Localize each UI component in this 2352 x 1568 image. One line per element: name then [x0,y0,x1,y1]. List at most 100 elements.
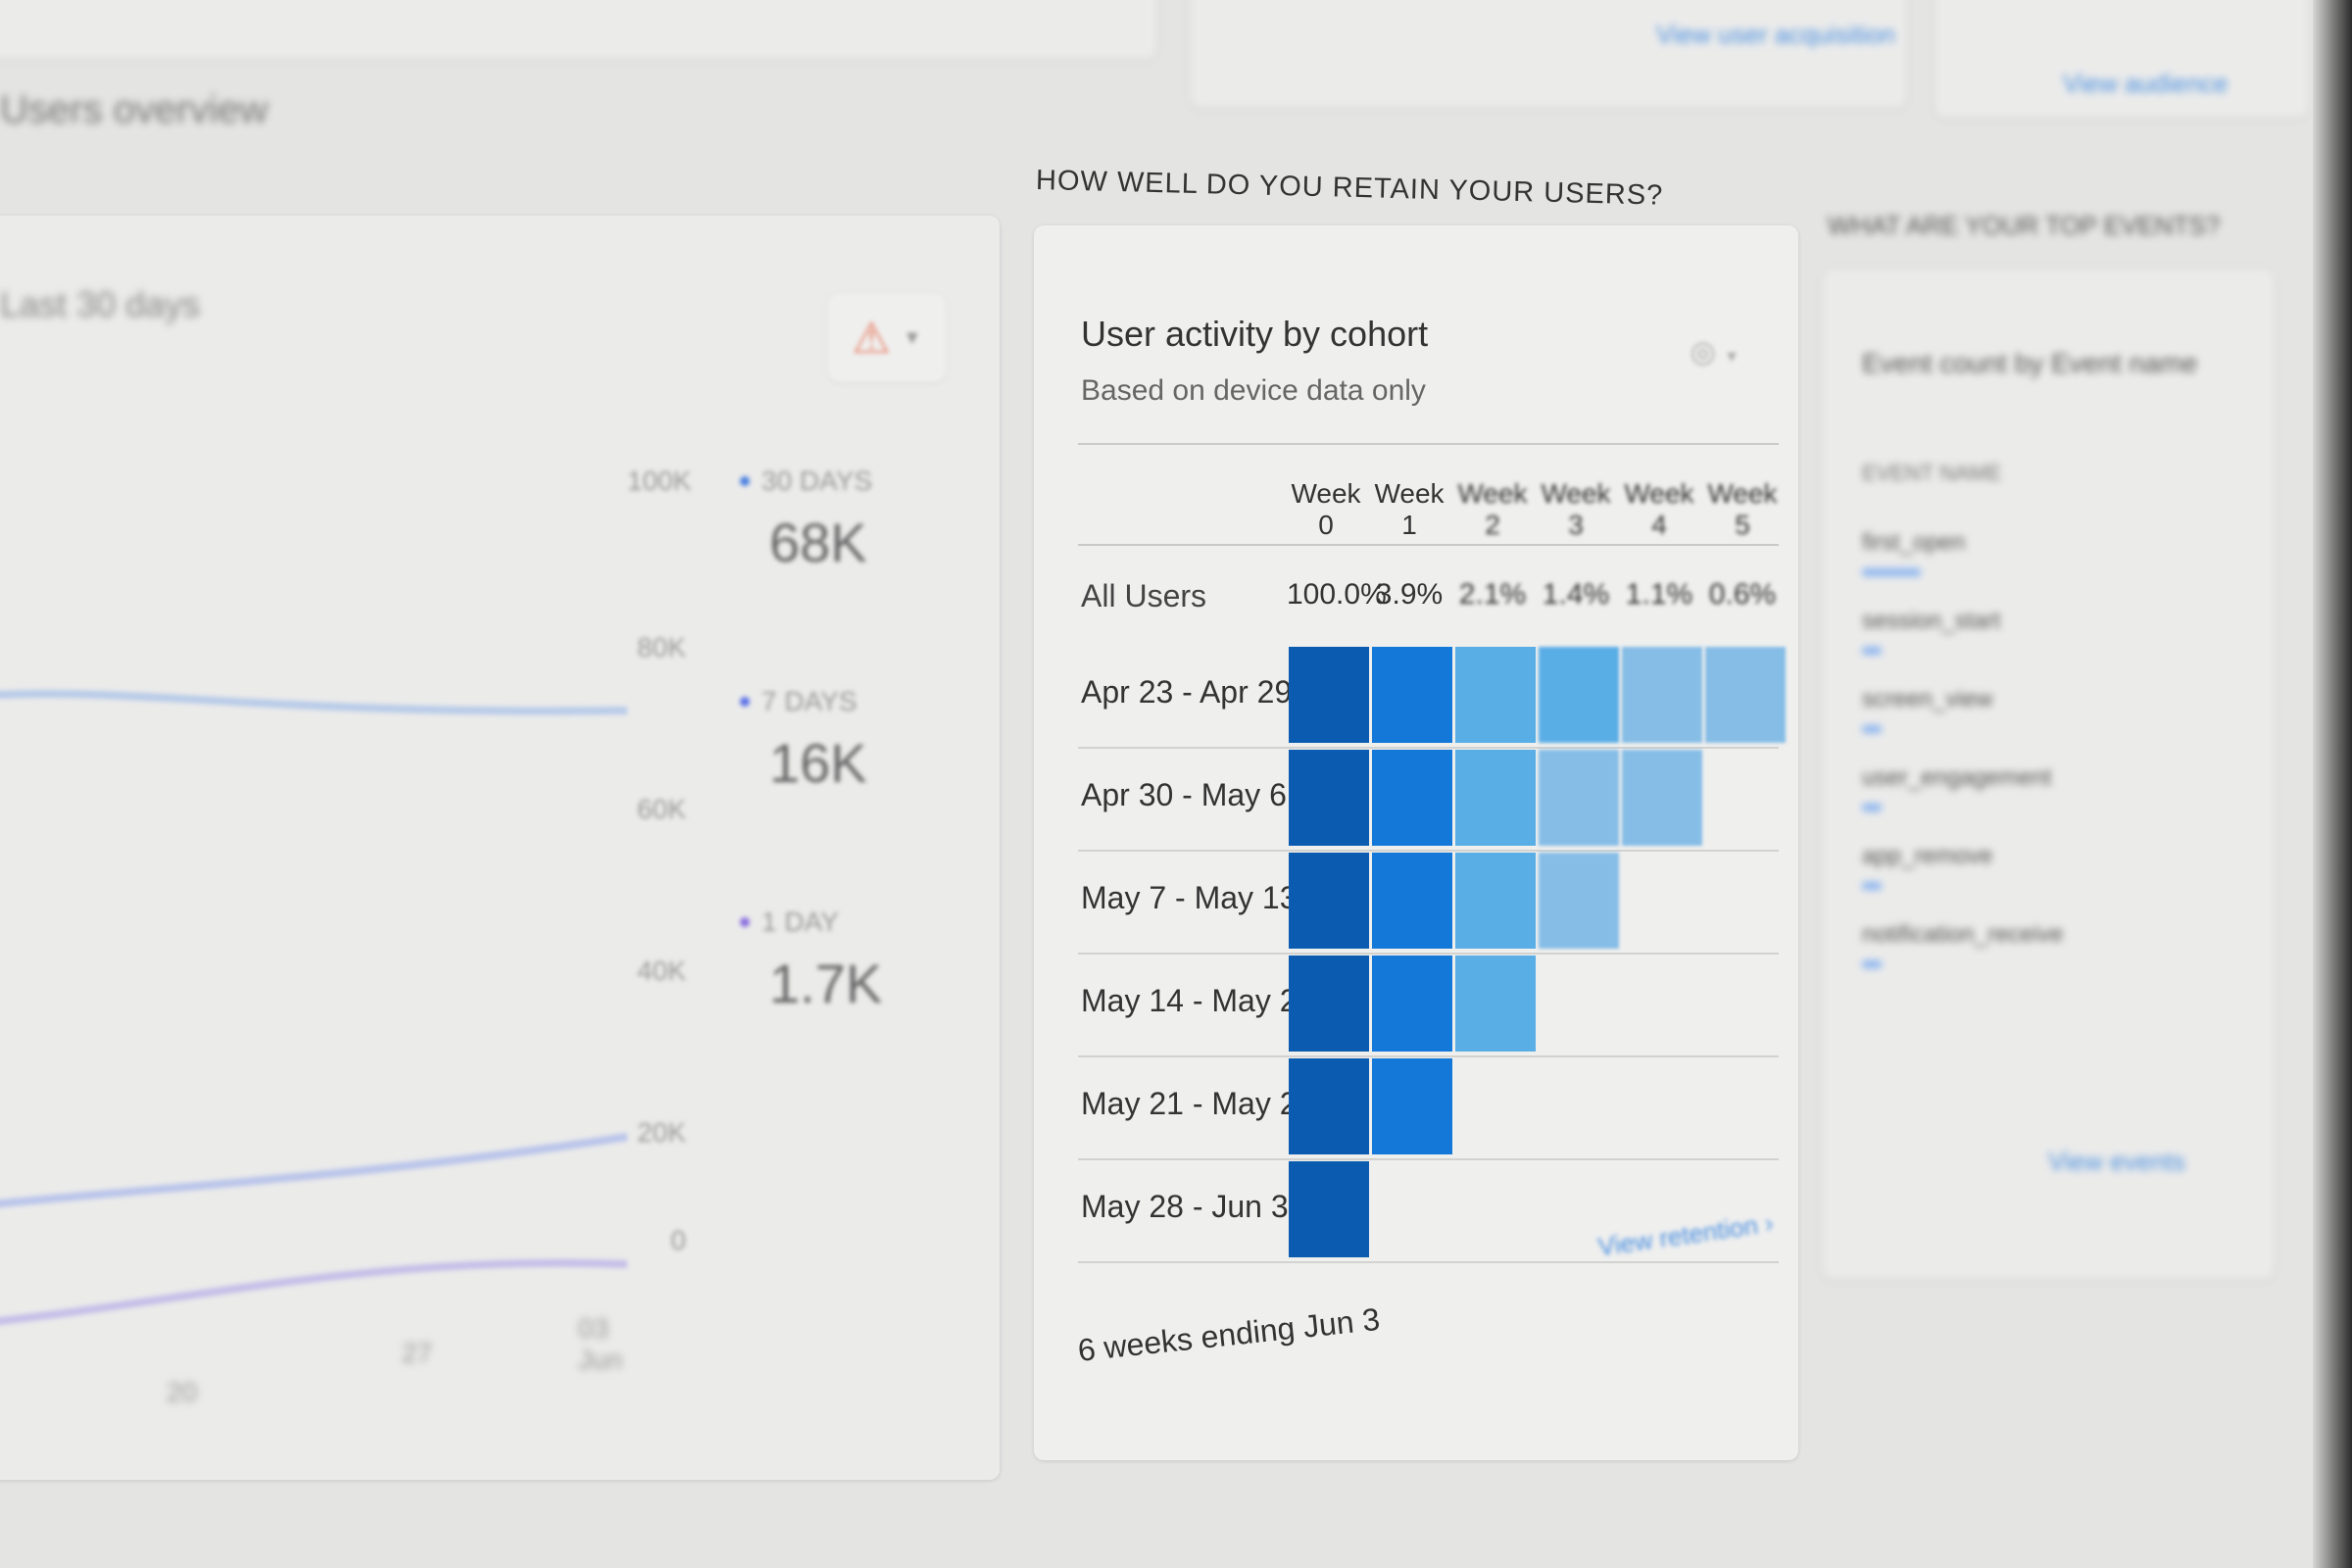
heatmap-cell[interactable] [1455,750,1536,846]
all-users-value: 2.1% [1458,578,1527,611]
heatmap-cell[interactable] [1289,853,1369,949]
column-header: Week 3 [1541,478,1611,540]
heatmap-cell[interactable] [1622,647,1702,743]
heatmap-cell[interactable] [1372,750,1452,846]
heatmap-cell[interactable] [1372,647,1452,743]
users-line-chart [0,689,628,1325]
event-bar [1862,960,1882,968]
cohort-row-label: May 28 - Jun 3 [1081,1189,1289,1224]
legend-value: 16K [769,732,867,794]
left-subtitle: Last 30 days [0,284,201,324]
event-row[interactable]: app_remove [1862,843,1993,869]
left-panel-title: Users overview [0,88,269,131]
legend-30-days: 30 DAYS 68K [740,466,872,574]
legend-value: 68K [769,512,867,573]
line-7-days [0,1133,628,1208]
cohort-row-label: May 7 - May 13 [1081,880,1298,915]
legend-dot-icon [740,476,750,486]
all-users-value: 0.6% [1708,578,1777,611]
all-users-value: 1.4% [1542,578,1610,611]
event-bar [1862,804,1882,811]
heatmap-cell[interactable] [1622,750,1702,846]
row-divider [1078,953,1779,955]
legend-label: 1 DAY [761,906,839,937]
x-tick: 20 [167,1377,198,1407]
top-card: View user acquisition [1191,0,1906,108]
chevron-down-icon: ▼ [1724,349,1740,366]
arrow-right-icon: › [1762,1207,1776,1239]
event-bar [1862,568,1921,576]
chevron-down-icon: ▼ [902,326,922,349]
right-section-heading: WHAT ARE YOUR TOP EVENTS? [1828,211,2221,240]
event-row[interactable]: notification_receive [1862,921,2064,948]
cohort-row-label: Apr 23 - Apr 29 [1081,674,1293,710]
heatmap-cell[interactable] [1539,853,1619,949]
legend-dot-icon [740,917,750,927]
y-tick: 80K [637,632,686,662]
legend-value: 1.7K [769,953,883,1014]
all-users-label: All Users [1081,578,1207,613]
heatmap-cell[interactable] [1372,956,1452,1052]
heatmap-cell[interactable] [1289,750,1369,846]
divider [1078,443,1779,445]
heatmap-cell[interactable] [1705,647,1786,743]
legend-1-day: 1 DAY 1.7K [740,906,882,1015]
heatmap-cell[interactable] [1455,647,1536,743]
x-tick: 03 Jun [578,1313,623,1375]
all-users-value: 100.0% [1287,578,1387,611]
events-card: Event count by Event name EVENT NAME fir… [1823,270,2274,1279]
heatmap-cell[interactable] [1289,1161,1369,1257]
view-events-link[interactable]: View events [2048,1147,2185,1176]
heatmap-cell[interactable] [1372,853,1452,949]
legend-7-days: 7 DAYS 16K [740,686,867,795]
heatmap-cell[interactable] [1455,853,1536,949]
cohort-row-label: Apr 30 - May 6 [1081,777,1287,812]
line-1-day [0,1258,628,1325]
row-divider [1078,850,1779,852]
all-users-value: 3.9% [1375,578,1444,611]
legend-label: 30 DAYS [761,466,873,496]
heatmap-cell[interactable] [1455,956,1536,1052]
heatmap-cell[interactable] [1289,647,1369,743]
view-retention-label: View retention [1595,1209,1760,1262]
heatmap-cell[interactable] [1539,750,1619,846]
events-card-title: Event count by Event name [1862,348,2198,378]
row-divider [1078,1055,1779,1057]
event-row[interactable]: screen_view [1862,686,1993,712]
event-row[interactable]: first_open [1862,529,1966,556]
all-users-value: 1.1% [1625,578,1693,611]
cohort-card: User activity by cohort Based on device … [1034,225,1798,1460]
divider [1078,544,1779,546]
heatmap-cell[interactable] [1289,956,1369,1052]
y-tick: 60K [637,794,686,824]
alert-menu-button[interactable]: ⚠ ▼ [828,294,946,382]
view-retention-link[interactable]: View retention › [1596,1208,1776,1263]
column-header: Week 5 [1707,478,1778,540]
cohort-row-label: May 21 - May 27 [1081,1086,1315,1121]
top-card: View audience [1936,0,2308,118]
column-header: Week 4 [1624,478,1694,540]
heatmap-cell[interactable] [1289,1058,1369,1154]
top-card [0,0,1156,59]
view-audience-link[interactable]: View audience [2063,69,2229,98]
monitor-bezel [2313,0,2352,1568]
line-30-days [0,689,628,715]
y-tick: 20K [637,1117,686,1148]
users-overview-card: Last 30 days 100K 80K 60K 40K 20K 0 20 2… [0,216,1000,1480]
view-user-acquisition-link[interactable]: View user acquisition [1656,20,1895,49]
card-menu-button[interactable]: ◎ ▼ [1690,335,1740,369]
legend-dot-icon [740,697,750,707]
column-header: Week 0 [1291,478,1361,540]
event-row[interactable]: user_engagement [1862,764,2052,791]
column-header: Week 2 [1457,478,1528,540]
column-header: Week 1 [1374,478,1445,540]
event-bar [1862,647,1882,655]
events-column-head: EVENT NAME [1862,461,2002,485]
row-divider [1078,747,1779,749]
warning-triangle-icon: ⚠ [852,314,891,363]
heatmap-cell[interactable] [1539,647,1619,743]
event-row[interactable]: session_start [1862,608,2001,634]
cohort-title: User activity by cohort [1081,314,1429,354]
y-tick: 0 [670,1225,686,1255]
heatmap-cell[interactable] [1372,1058,1452,1154]
